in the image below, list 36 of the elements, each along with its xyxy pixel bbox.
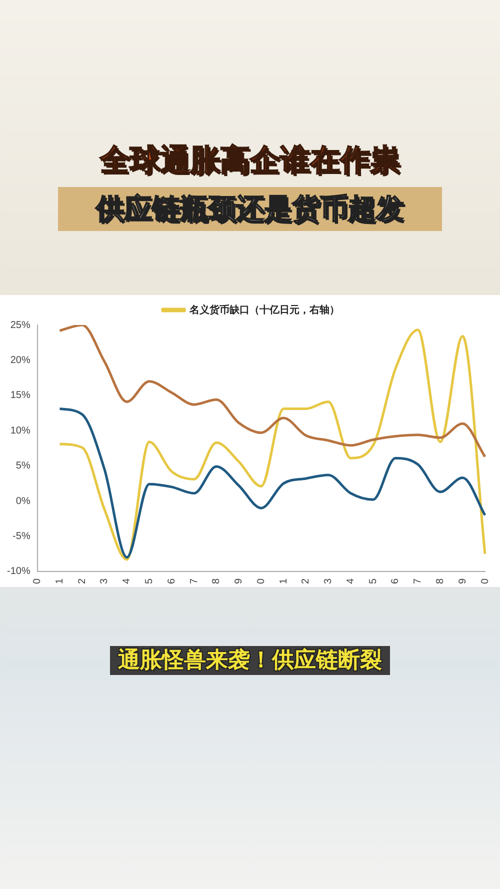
legend-label: 名义货币缺口（十亿日元，右轴）: [188, 304, 340, 316]
x-tick-label: 8: [434, 578, 446, 584]
x-tick-label: 3: [99, 578, 110, 584]
chart-subtitle: 供应链瓶颈还是货币超发: [58, 187, 442, 231]
text: 通胀怪兽来袭！供应链断裂: [110, 646, 390, 675]
x-tick-label: 5: [144, 578, 156, 584]
line-series: [58, 325, 486, 458]
y-tick-label: 25%: [10, 320, 30, 331]
x-tick-label: 2: [76, 578, 88, 584]
line-series: [58, 408, 486, 559]
x-tick-label: 9: [457, 578, 468, 584]
x-tick-label: 3: [323, 578, 334, 584]
x-tick-label: 0: [32, 578, 44, 584]
y-tick-label: 20%: [10, 354, 30, 366]
y-tick-label: -10%: [6, 566, 30, 578]
line-series: [58, 328, 486, 561]
x-tick-label: 6: [390, 578, 402, 584]
x-tick-label: 0: [480, 578, 491, 584]
x-tick-label: 7: [188, 578, 200, 584]
x-tick-label: 4: [122, 578, 133, 584]
x-tick-label: 4: [345, 578, 356, 584]
y-tick-label: 15%: [10, 390, 30, 402]
x-tick-label: 1: [54, 578, 66, 584]
x-tick-label: 1: [278, 578, 290, 584]
y-tick-label: 0%: [16, 496, 30, 507]
x-tick-label: 7: [412, 578, 424, 584]
x-tick-label: 8: [211, 578, 222, 584]
y-tick-label: -5%: [12, 530, 30, 542]
x-tick-label: 2: [300, 578, 312, 584]
x-tick-label: 9: [234, 578, 245, 584]
x-tick-label: 6: [166, 578, 178, 584]
y-tick-label: 5%: [16, 460, 30, 472]
y-tick-label: 10%: [10, 425, 30, 436]
x-tick-label: 0: [256, 578, 267, 584]
chart-title: 全球通胀高企谁在作祟: [98, 142, 401, 180]
x-tick-label: 5: [368, 578, 379, 584]
